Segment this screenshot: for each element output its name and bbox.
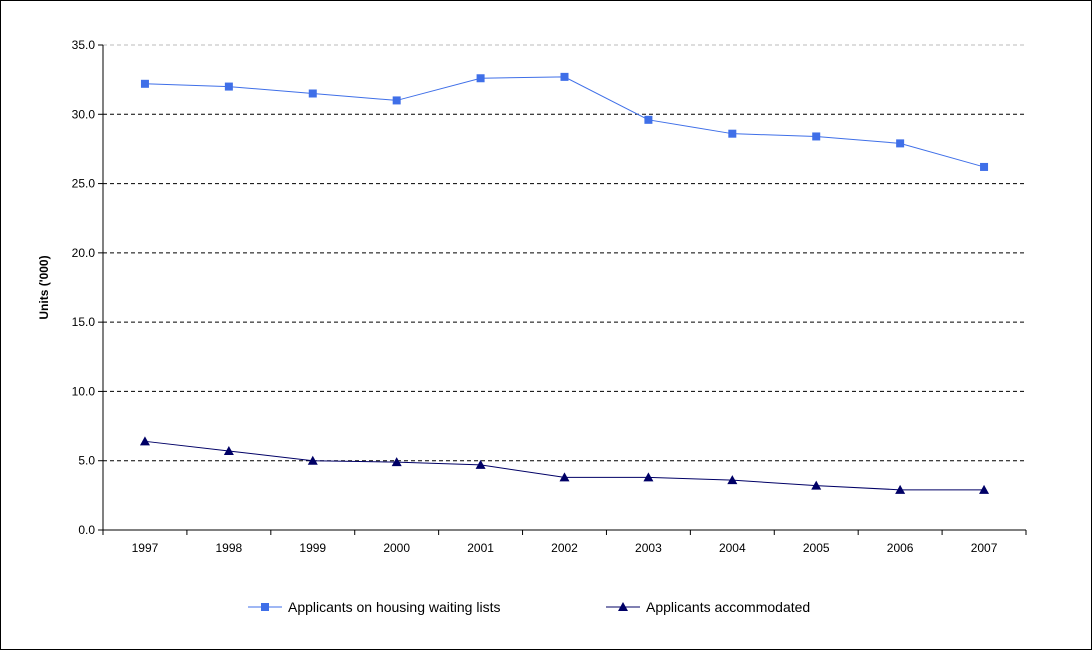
y-tick-label: 20.0 (72, 246, 96, 260)
data-point-square (392, 96, 401, 105)
y-tick-label: 10.0 (72, 384, 96, 398)
data-point-triangle (643, 472, 654, 482)
y-tick-label: 15.0 (72, 315, 96, 329)
axes (102, 45, 1026, 535)
x-tick-label: 1999 (299, 541, 326, 555)
data-point-square (728, 129, 737, 138)
series-2 (139, 436, 990, 494)
data-point-triangle (559, 472, 570, 482)
x-tick-label: 2007 (971, 541, 998, 555)
data-point-triangle (727, 475, 738, 485)
x-tick-label: 2003 (635, 541, 662, 555)
legend-entry: Applicants on housing waiting lists (248, 599, 500, 615)
data-point-square (224, 82, 233, 91)
x-tick-label: 2005 (803, 541, 830, 555)
legend-label: Applicants on housing waiting lists (288, 599, 500, 615)
data-point-triangle (811, 480, 822, 490)
data-point-square (140, 79, 149, 88)
data-point-square (476, 74, 485, 83)
data-point-triangle (223, 446, 234, 456)
gridlines (103, 44, 1026, 462)
data-point-square (980, 162, 989, 171)
y-tick-label: 25.0 (72, 177, 96, 191)
data-point-triangle (391, 457, 402, 467)
legend: Applicants on housing waiting lists Appli… (248, 599, 810, 615)
x-tick-label: 2001 (467, 541, 494, 555)
data-point-square (896, 139, 905, 148)
legend-entry: Applicants accommodated (606, 599, 810, 615)
x-tick-label: 2002 (551, 541, 578, 555)
data-point-triangle (979, 484, 990, 494)
series-line (144, 440, 985, 491)
legend-marker (261, 603, 269, 611)
data-point-triangle (895, 484, 906, 494)
x-tick-label: 1997 (132, 541, 159, 555)
data-point-square (560, 72, 569, 81)
series-1 (140, 72, 989, 171)
data-point-square (308, 89, 317, 98)
y-tick-label: 35.0 (72, 38, 96, 52)
y-axis-ticks: 0.0 5.0 10.0 15.0 20.0 25.0 30.0 35.0 (72, 38, 103, 537)
data-point-square (812, 132, 821, 141)
data-point-triangle (139, 436, 150, 446)
x-tick-label: 2000 (383, 541, 410, 555)
legend-label: Applicants accommodated (646, 599, 810, 615)
x-tick-label: 2004 (719, 541, 746, 555)
data-point-square (644, 115, 653, 124)
x-axis-ticks: 1997 1998 1999 2000 2001 2002 2003 2004 2005 2006… (102, 530, 1027, 555)
series-line (144, 76, 985, 168)
x-tick-label: 2006 (887, 541, 914, 555)
legend-marker (618, 602, 628, 611)
y-tick-label: 5.0 (78, 454, 95, 468)
data-point-triangle (307, 455, 318, 465)
series-layer (139, 72, 990, 494)
data-point-triangle (475, 459, 486, 469)
y-axis-title: Units ('000) (37, 255, 51, 319)
y-tick-label: 30.0 (72, 107, 96, 121)
y-tick-label: 0.0 (78, 523, 95, 537)
x-tick-label: 1998 (216, 541, 243, 555)
